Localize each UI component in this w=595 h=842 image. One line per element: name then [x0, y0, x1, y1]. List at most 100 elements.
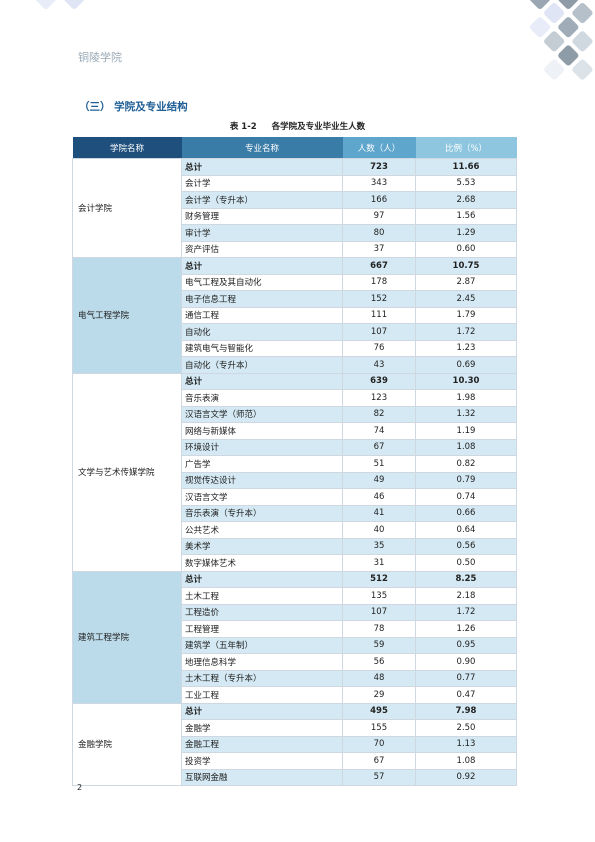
table-row: 建筑学（五年制） 59 0.95 [73, 636, 517, 654]
count-cell: 639 [342, 372, 416, 390]
percent-cell: 1.19 [415, 422, 517, 440]
column-header-college: 学院名称 [72, 137, 182, 159]
major-cell: 总计 [181, 570, 343, 588]
percent-cell: 0.69 [415, 356, 517, 374]
count-cell: 46 [342, 488, 416, 506]
count-cell: 51 [342, 455, 416, 473]
major-cell: 工业工程 [181, 686, 343, 704]
major-cell: 总计 [181, 702, 343, 720]
count-cell: 107 [342, 603, 416, 621]
major-cell: 互联网金融 [181, 768, 343, 786]
table-body: 会计学院 总计 723 11.66 会计学 343 5.53 会计学（专升本） 166 2.68 财… [72, 158, 517, 786]
percent-cell: 1.23 [415, 339, 517, 357]
college-name-cell: 建筑工程学院 [72, 570, 182, 704]
count-cell: 123 [342, 389, 416, 407]
percent-cell: 1.79 [415, 306, 517, 324]
percent-cell: 10.75 [415, 257, 517, 275]
major-cell: 总计 [181, 158, 343, 176]
table-row: 自动化（专升本） 43 0.69 [73, 356, 517, 374]
percent-cell: 1.56 [415, 207, 517, 225]
percent-cell: 1.13 [415, 735, 517, 753]
percent-cell: 8.25 [415, 570, 517, 588]
count-cell: 59 [342, 636, 416, 654]
major-cell: 电气工程及其自动化 [181, 273, 343, 291]
percent-cell: 0.79 [415, 471, 517, 489]
major-cell: 自动化（专升本） [181, 356, 343, 374]
table-row: 公共艺术 40 0.64 [73, 521, 517, 539]
table-row: 自动化 107 1.72 [73, 323, 517, 341]
table-row: 电子信息工程 152 2.45 [73, 290, 517, 308]
percent-cell: 0.82 [415, 455, 517, 473]
table-row: 资产评估 37 0.60 [73, 240, 517, 258]
count-cell: 178 [342, 273, 416, 291]
count-cell: 43 [342, 356, 416, 374]
percent-cell: 1.08 [415, 438, 517, 456]
table-caption: 表 1-2 各学院及专业毕业生人数 [0, 120, 595, 132]
percent-cell: 0.56 [415, 537, 517, 555]
count-cell: 495 [342, 702, 416, 720]
major-cell: 资产评估 [181, 240, 343, 258]
table-row: 美术学 35 0.56 [73, 537, 517, 555]
college-name-cell: 金融学院 [72, 702, 182, 786]
column-header-percent: 比例（%） [415, 137, 517, 159]
percent-cell: 2.50 [415, 719, 517, 737]
percent-cell: 5.53 [415, 174, 517, 192]
header-title: 铜陵学院 [78, 51, 122, 64]
major-cell: 广告学 [181, 455, 343, 473]
count-cell: 74 [342, 422, 416, 440]
count-cell: 57 [342, 768, 416, 786]
college-name-cell: 会计学院 [72, 158, 182, 258]
percent-cell: 0.77 [415, 669, 517, 687]
percent-cell: 0.95 [415, 636, 517, 654]
major-cell: 会计学（专升本） [181, 191, 343, 209]
major-cell: 环境设计 [181, 438, 343, 456]
page-number: 2 [77, 783, 83, 792]
decorative-tile-pattern [35, 0, 593, 80]
table-row: 地理信息科学 56 0.90 [73, 653, 517, 671]
count-cell: 152 [342, 290, 416, 308]
table-row: 投资学 67 1.08 [73, 752, 517, 770]
count-cell: 40 [342, 521, 416, 539]
major-cell: 汉语言文学（师范） [181, 405, 343, 423]
table-row: 土木工程（专升本） 48 0.77 [73, 669, 517, 687]
table-row: 音乐表演（专升本） 41 0.66 [73, 504, 517, 522]
table-row: 互联网金融 57 0.92 [73, 768, 517, 786]
table-total-row: 电气工程学院 总计 667 10.75 [72, 257, 517, 374]
count-cell: 97 [342, 207, 416, 225]
major-cell: 工程造价 [181, 603, 343, 621]
count-cell: 29 [342, 686, 416, 704]
count-cell: 343 [342, 174, 416, 192]
count-cell: 41 [342, 504, 416, 522]
count-cell: 37 [342, 240, 416, 258]
major-cell: 土木工程 [181, 587, 343, 605]
table-row: 广告学 51 0.82 [73, 455, 517, 473]
table-total-row: 文学与艺术传媒学院 总计 639 10.30 [72, 372, 517, 572]
major-cell: 音乐表演 [181, 389, 343, 407]
major-cell: 视觉传达设计 [181, 471, 343, 489]
count-cell: 78 [342, 620, 416, 638]
major-cell: 美术学 [181, 537, 343, 555]
percent-cell: 0.92 [415, 768, 517, 786]
count-cell: 35 [342, 537, 416, 555]
table-row: 视觉传达设计 49 0.79 [73, 471, 517, 489]
percent-cell: 0.60 [415, 240, 517, 258]
count-cell: 67 [342, 438, 416, 456]
percent-cell: 1.32 [415, 405, 517, 423]
major-cell: 会计学 [181, 174, 343, 192]
count-cell: 48 [342, 669, 416, 687]
major-cell: 数字媒体艺术 [181, 554, 343, 572]
count-cell: 135 [342, 587, 416, 605]
percent-cell: 0.66 [415, 504, 517, 522]
table-header-row: 学院名称 专业名称 人数（人） 比例（%） [72, 137, 517, 159]
percent-cell: 0.64 [415, 521, 517, 539]
college-name-cell: 电气工程学院 [72, 257, 182, 374]
percent-cell: 10.30 [415, 372, 517, 390]
count-cell: 111 [342, 306, 416, 324]
table-row: 土木工程 135 2.18 [73, 587, 517, 605]
percent-cell: 1.26 [415, 620, 517, 638]
major-cell: 金融工程 [181, 735, 343, 753]
major-cell: 地理信息科学 [181, 653, 343, 671]
percent-cell: 2.68 [415, 191, 517, 209]
major-cell: 自动化 [181, 323, 343, 341]
count-cell: 49 [342, 471, 416, 489]
